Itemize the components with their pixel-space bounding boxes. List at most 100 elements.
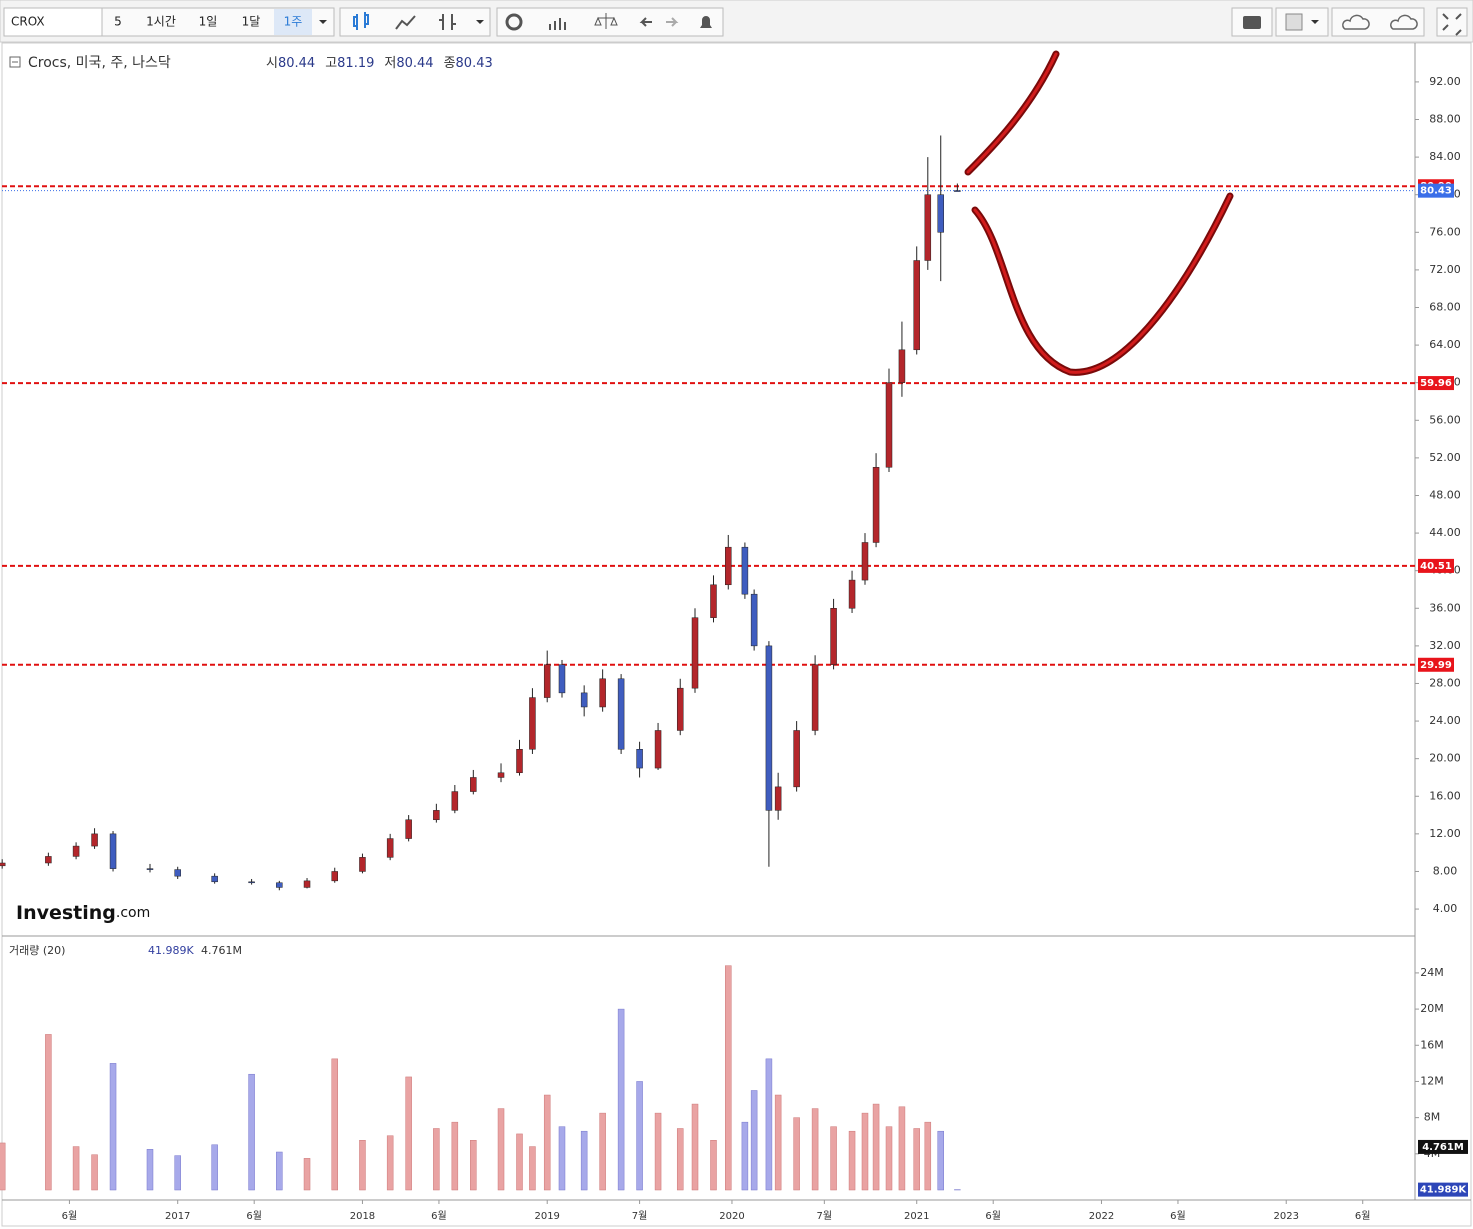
volume-tick-label: 8M [1424,1111,1441,1124]
ohlc-label: 종 [444,56,456,71]
volume-bar [654,1112,662,1191]
y-tick-label: 20.00 [1429,752,1461,765]
cloud-load-icon[interactable] [1342,14,1370,30]
cloud-group[interactable] [1331,7,1425,37]
last-price-label: 80.43 [1420,186,1452,197]
volume-bar [830,1126,837,1191]
interval[interactable]: 1달 [242,15,261,29]
candle-body [543,664,551,698]
candle-icon[interactable] [353,12,369,30]
volume-bar [211,1144,218,1191]
candle-body [174,869,181,877]
settings-icon[interactable] [505,13,523,31]
volume-bar [91,1154,98,1191]
x-tick-label: 2018 [350,1211,375,1222]
interval[interactable]: 1시간 [146,15,176,29]
dropdown-icon[interactable] [476,20,484,24]
volume-bar [765,1058,773,1191]
volume-bar [924,1121,932,1191]
x-tick-label: 6월 [985,1210,1001,1222]
candle-body [497,772,505,778]
camera-icon [1243,16,1261,29]
bar-icon[interactable] [439,14,456,30]
x-tick-label: 2020 [719,1211,744,1222]
collapse-box[interactable] [9,56,21,68]
y-tick-label: 68.00 [1429,300,1461,313]
y-tick-label: 4.00 [1433,902,1458,915]
level-tag [1418,657,1454,672]
volume-bar [691,1103,699,1191]
candle-body [359,857,366,872]
volume-bar [848,1130,856,1191]
candle-body [470,777,477,792]
y-tick-label: 48.00 [1429,488,1461,501]
interval[interactable]: 5 [114,15,122,29]
x-tick-label: 2021 [904,1211,929,1222]
volume-bar [303,1158,311,1191]
volume-bar [617,1008,625,1191]
candle-body [636,749,643,769]
dropdown-icon [1311,20,1319,24]
line-icon[interactable] [395,15,416,30]
volume-bar [516,1133,523,1191]
candle-body [599,678,606,708]
y-tick-label: 88.00 [1429,113,1461,126]
x-tick-label: 2017 [165,1211,190,1222]
alert-icon[interactable] [700,16,712,28]
y-tick-label: 64.00 [1429,338,1461,351]
candle-body [303,880,311,888]
volume-bar [885,1126,893,1191]
y-tick-label: 56.00 [1429,413,1461,426]
volume-bar [433,1128,440,1191]
dropdown-icon[interactable] [319,20,327,24]
candle-body [848,579,856,609]
candle-body [276,882,283,888]
chart-type-group[interactable] [339,7,491,37]
fullscreen-button[interactable] [1436,7,1468,37]
ohlc-value: 80.44 [278,56,315,71]
candle-body [580,692,588,708]
ohlc-label: 저 [384,56,396,71]
snapshot-button[interactable] [1231,7,1273,37]
level-label: 59.96 [1420,378,1452,389]
volume-bar [636,1081,643,1191]
volume-bar [774,1094,782,1191]
undo-icon[interactable] [639,17,652,27]
candle-body [691,617,699,689]
volume-bar [937,1130,944,1191]
volume-bar [898,1106,906,1191]
candle-body [211,875,218,883]
volume-tag-label: 4.761M [1422,1142,1464,1153]
compare-icon[interactable] [594,13,618,29]
candle-body [924,194,932,261]
drawings [964,50,1234,376]
x-tick-label: 6월 [246,1210,262,1222]
logo-suffix: .com [116,905,150,921]
series-title: Crocs, 미국, 주, 나스닥 [28,55,171,71]
candle-body [741,546,749,595]
volume-bar [470,1140,477,1191]
x-tick-label: 2022 [1089,1211,1114,1222]
volume-bar [0,1142,6,1191]
tools-group[interactable] [496,7,724,37]
interval[interactable]: 1주 [284,15,303,29]
volume-bar [359,1140,366,1191]
y-tick-label: 92.00 [1429,75,1461,88]
candle-body [654,730,662,769]
ohlc-values: 시80.44 고81.19 저80.44 종80.43 [266,56,493,71]
volume-tag [1418,1139,1468,1154]
redo-icon[interactable] [666,17,679,27]
drawn-curve-core [973,194,1232,374]
candle-body [774,786,782,811]
volume-bar [174,1155,181,1191]
candle-body [248,881,255,884]
x-tick-label: 2019 [534,1211,559,1222]
ohlc-value: 80.44 [396,56,433,71]
volume-tag-label: 41.989K [1420,1185,1468,1196]
volume-bar [913,1128,920,1191]
symbol-input[interactable] [3,7,103,37]
y-tick-label: 28.00 [1429,676,1461,689]
interval[interactable]: 1일 [199,15,218,29]
cloud-save-icon[interactable] [1390,14,1418,30]
indicator-icon[interactable] [549,18,566,30]
